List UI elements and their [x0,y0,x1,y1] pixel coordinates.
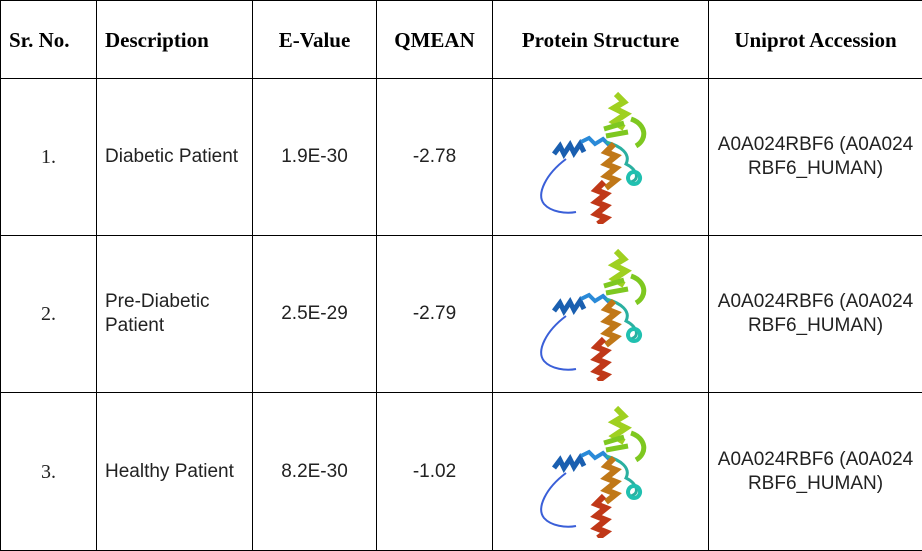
sr-no: 2. [1,236,97,393]
qmean: -2.78 [377,79,493,236]
uniprot-accession: A0A024RBF6 (A0A024RBF6_HUMAN) [709,236,922,393]
protein-ribbon [541,251,644,381]
header-cell: Description [97,1,253,79]
protein-structure [493,236,709,393]
protein-structure [493,393,709,551]
description: Healthy Patient [97,393,253,551]
description: Diabetic Patient [97,79,253,236]
protein-ribbon [541,94,644,224]
qmean: -2.79 [377,236,493,393]
uniprot-accession: A0A024RBF6 (A0A024RBF6_HUMAN) [709,393,922,551]
header-cell: Uniprot Accession [709,1,922,79]
sr-no: 3. [1,393,97,551]
protein-structure [493,79,709,236]
page: Sr. No.DescriptionE-ValueQMEANProtein St… [0,0,922,550]
e-value: 1.9E-30 [253,79,377,236]
sr-no: 1. [1,79,97,236]
protein-image [536,398,666,538]
header-cell: Protein Structure [493,1,709,79]
header-cell: Sr. No. [1,1,97,79]
protein-image [536,84,666,224]
table: Sr. No.DescriptionE-ValueQMEANProtein St… [0,0,922,551]
e-value: 8.2E-30 [253,393,377,551]
header-cell: QMEAN [377,1,493,79]
uniprot-accession: A0A024RBF6 (A0A024RBF6_HUMAN) [709,79,922,236]
e-value: 2.5E-29 [253,236,377,393]
description: Pre-Diabetic Patient [97,236,253,393]
protein-ribbon [541,408,644,538]
header-cell: E-Value [253,1,377,79]
qmean: -1.02 [377,393,493,551]
protein-image [536,241,666,381]
